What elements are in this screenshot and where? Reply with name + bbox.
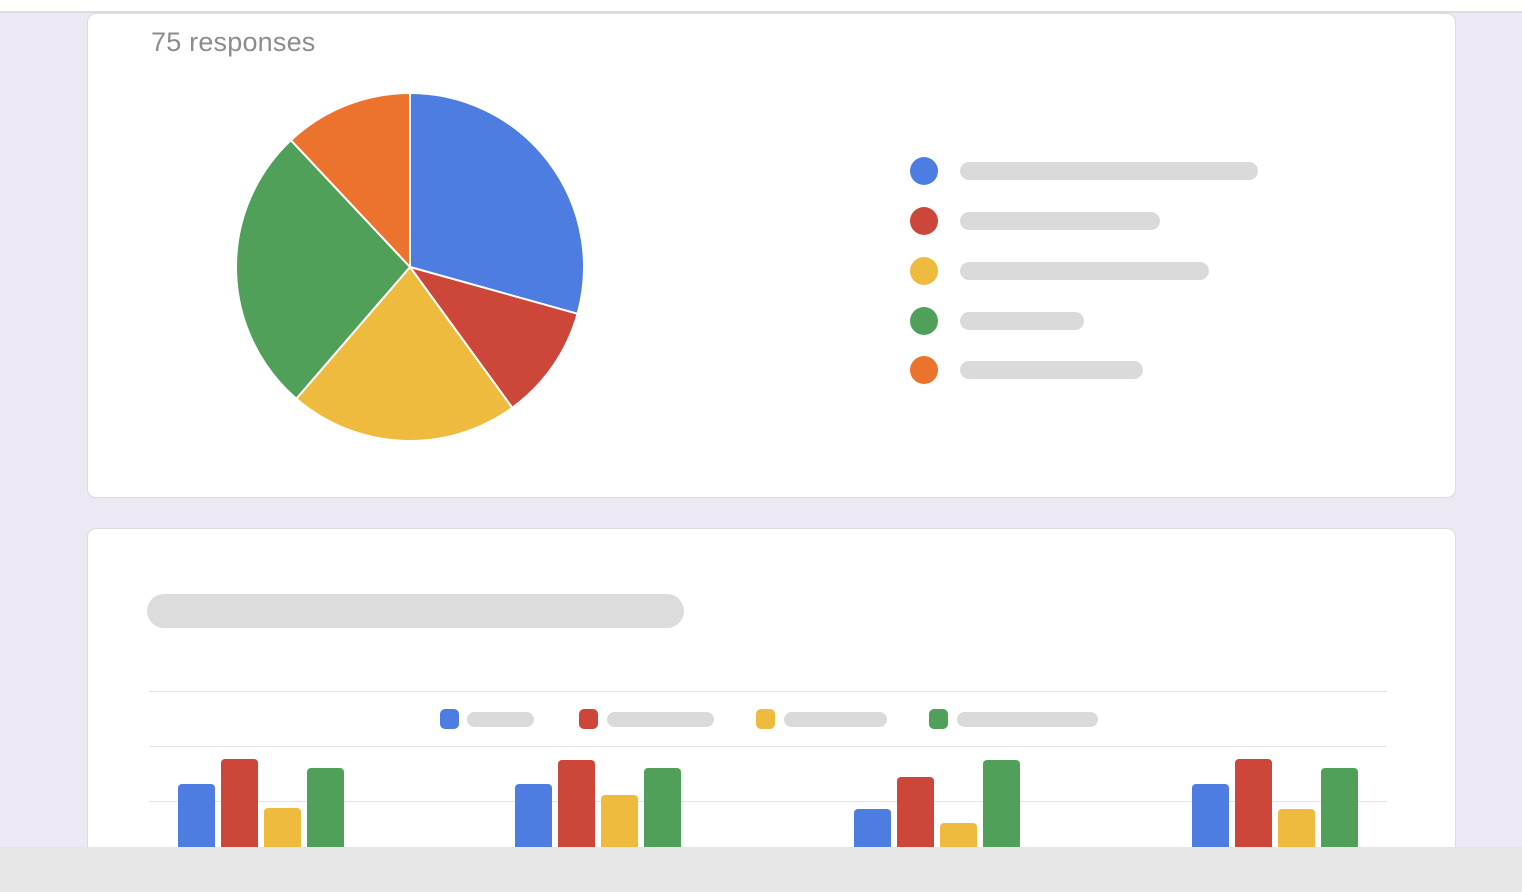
bar-yellow-group2 <box>601 795 638 848</box>
bar-red-group2 <box>558 760 595 848</box>
pie-legend-label-placeholder <box>960 262 1209 280</box>
bar-red-group4 <box>1235 759 1272 848</box>
bar-legend-square-yellow <box>756 709 775 729</box>
pie-chart-card: 75 responses <box>87 13 1456 498</box>
bar-blue-group4 <box>1192 784 1229 848</box>
gridline <box>149 746 1387 747</box>
pie-legend-dot-blue <box>910 157 938 185</box>
pie-legend-dot-orange <box>910 356 938 384</box>
bar-legend-square-red <box>579 709 598 729</box>
pie-slice-green <box>235 139 411 400</box>
viewport-bottom-band <box>0 847 1522 892</box>
bar-yellow-group3 <box>940 823 977 848</box>
pie-slice-blue <box>409 92 585 315</box>
pie-legend-label-placeholder <box>960 162 1258 180</box>
pie-legend-label-placeholder <box>960 361 1143 379</box>
pie-legend-label-placeholder <box>960 312 1084 330</box>
pie-slice-yellow <box>295 266 514 442</box>
bar-green-group4 <box>1321 768 1358 848</box>
gridline <box>149 801 1387 802</box>
bar-legend-square-green <box>929 709 948 729</box>
question-title-placeholder <box>147 594 684 628</box>
pie-legend-label-placeholder <box>960 212 1160 230</box>
bar-chart-card <box>87 528 1456 892</box>
bar-red-group1 <box>221 759 258 848</box>
responses-count-label: 75 responses <box>151 27 316 57</box>
bar-green-group1 <box>307 768 344 848</box>
bar-green-group2 <box>644 768 681 848</box>
previous-section-bottom-edge <box>0 0 1522 13</box>
bar-blue-group3 <box>854 809 891 848</box>
bar-legend-label-placeholder <box>467 712 534 727</box>
pie-chart <box>235 92 585 442</box>
bar-yellow-group1 <box>264 808 301 848</box>
bar-blue-group2 <box>515 784 552 848</box>
pie-slice-orange <box>289 92 411 268</box>
gridline <box>149 691 1387 692</box>
bar-legend-square-blue <box>440 709 459 729</box>
bar-yellow-group4 <box>1278 809 1315 848</box>
bar-green-group3 <box>983 760 1020 848</box>
bar-legend-label-placeholder <box>607 712 714 727</box>
bar-red-group3 <box>897 777 934 848</box>
bar-legend-label-placeholder <box>784 712 887 727</box>
pie-slice-red <box>409 266 579 409</box>
pie-legend-dot-green <box>910 307 938 335</box>
pie-legend-dot-red <box>910 207 938 235</box>
bar-legend-label-placeholder <box>957 712 1098 727</box>
pie-legend-dot-yellow <box>910 257 938 285</box>
bar-blue-group1 <box>178 784 215 848</box>
